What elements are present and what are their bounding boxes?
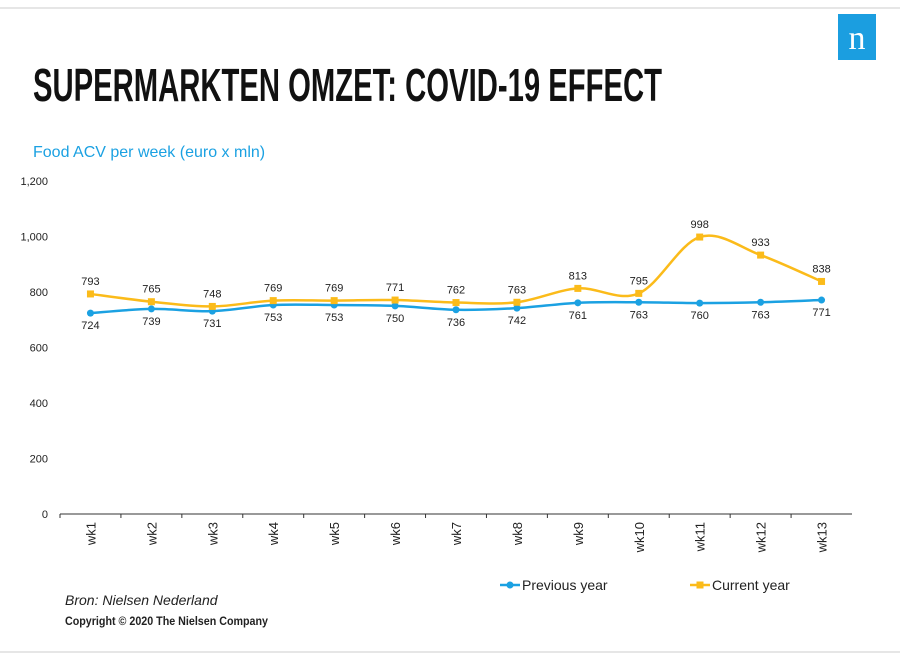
value-label: 750 <box>386 313 404 325</box>
y-tick-label: 600 <box>30 343 48 355</box>
chart-subtitle: Food ACV per week (euro x mln) <box>33 144 265 161</box>
y-tick-label: 0 <box>42 509 48 521</box>
x-tick-label: wk11 <box>693 522 708 552</box>
value-label: 748 <box>203 288 221 300</box>
legend-marker <box>506 581 514 589</box>
marker <box>696 299 704 307</box>
marker <box>513 304 521 312</box>
value-label: 742 <box>508 315 526 327</box>
value-label: 739 <box>142 316 160 328</box>
value-label: 753 <box>264 312 282 324</box>
x-tick-label: wk10 <box>632 522 647 553</box>
value-label: 763 <box>630 309 648 321</box>
legend-label: Current year <box>712 577 790 593</box>
marker <box>330 297 338 305</box>
marker <box>452 306 460 314</box>
value-label: 933 <box>751 237 769 249</box>
value-label: 724 <box>81 320 99 332</box>
x-tick-label: wk12 <box>754 522 769 553</box>
marker <box>147 305 155 313</box>
y-tick-label: 800 <box>30 287 48 299</box>
marker <box>391 296 399 304</box>
y-tick-label: 1,200 <box>20 176 48 188</box>
value-label: 736 <box>447 317 465 329</box>
x-tick-label: wk1 <box>83 522 98 546</box>
chart-title: SUPERMARKTEN OMZET: COVID-19 EFFECT <box>33 59 662 111</box>
value-label: 793 <box>81 276 99 288</box>
marker <box>86 290 94 298</box>
marker <box>818 277 826 285</box>
value-label: 761 <box>569 310 587 322</box>
value-label: 731 <box>203 318 221 330</box>
value-label: 998 <box>691 219 709 231</box>
x-tick-label: wk8 <box>510 522 525 546</box>
value-label: 771 <box>386 282 404 294</box>
marker <box>818 296 826 304</box>
value-label: 762 <box>447 285 465 297</box>
value-label: 769 <box>264 283 282 295</box>
marker <box>147 298 155 306</box>
x-tick-label: wk4 <box>266 522 281 546</box>
legend-label: Previous year <box>522 577 608 593</box>
value-label: 760 <box>691 310 709 322</box>
value-label: 765 <box>142 284 160 296</box>
logo: n <box>849 20 866 57</box>
x-tick-label: wk6 <box>388 522 403 546</box>
x-tick-label: wk13 <box>815 522 830 553</box>
value-label: 769 <box>325 283 343 295</box>
marker <box>513 298 521 306</box>
marker <box>574 299 582 307</box>
marker <box>269 297 277 305</box>
logo-box <box>838 14 876 60</box>
source: Bron: Nielsen Nederland <box>65 592 219 608</box>
legend-marker <box>696 581 704 589</box>
value-label: 813 <box>569 270 587 282</box>
x-tick-label: wk7 <box>449 522 464 546</box>
marker <box>757 298 765 306</box>
x-tick-label: wk2 <box>144 522 159 546</box>
marker <box>696 233 704 241</box>
value-label: 771 <box>812 307 830 319</box>
copyright: Copyright © 2020 The Nielsen Company <box>65 614 268 628</box>
marker <box>757 251 765 259</box>
value-label: 838 <box>812 263 830 275</box>
marker <box>86 309 94 317</box>
y-tick-label: 200 <box>30 454 48 466</box>
value-label: 763 <box>508 284 526 296</box>
marker <box>635 289 643 297</box>
value-label: 763 <box>751 309 769 321</box>
x-tick-label: wk3 <box>205 522 220 546</box>
marker <box>574 284 582 292</box>
value-label: 753 <box>325 312 343 324</box>
y-tick-label: 400 <box>30 398 48 410</box>
value-label: 795 <box>630 275 648 287</box>
marker <box>208 302 216 310</box>
marker <box>452 299 460 307</box>
x-tick-label: wk9 <box>571 522 586 546</box>
marker <box>391 302 399 310</box>
y-tick-label: 1,000 <box>20 232 48 244</box>
x-tick-label: wk5 <box>327 522 342 546</box>
marker <box>635 298 643 306</box>
